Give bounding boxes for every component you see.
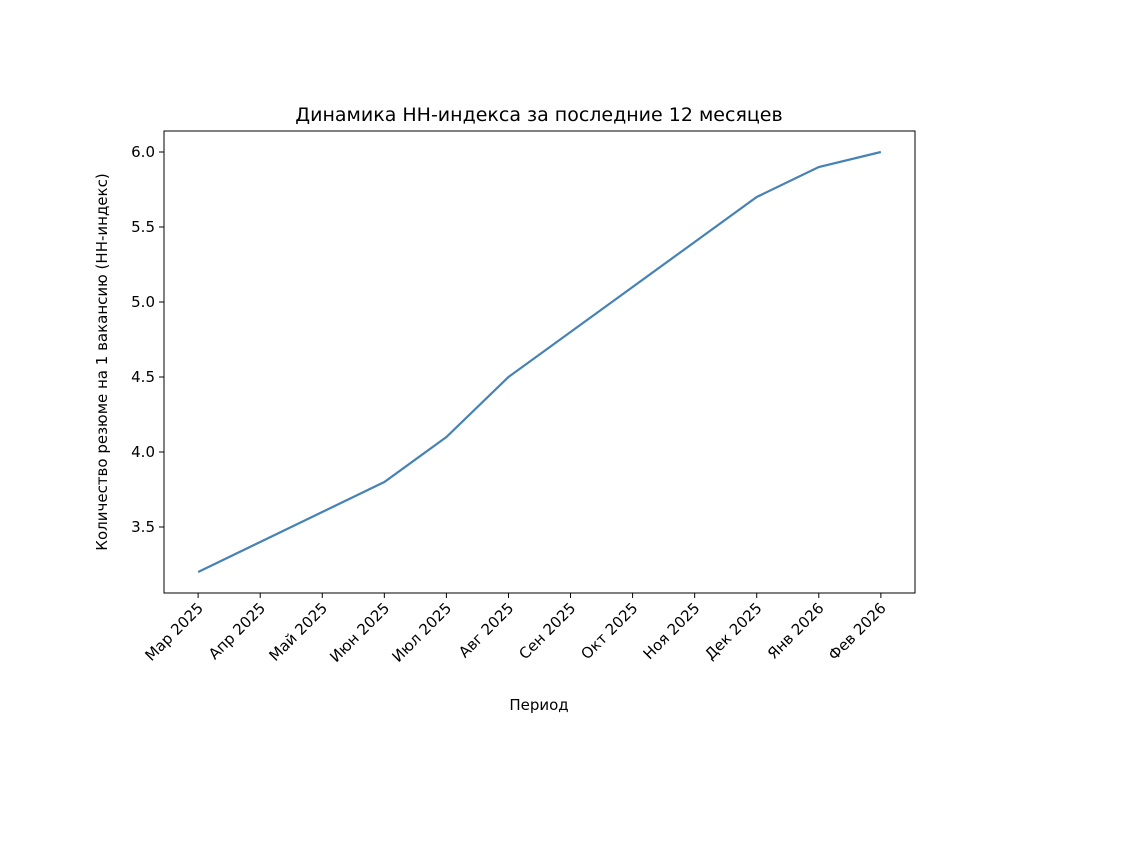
x-tick-label: Ноя 2025 <box>640 599 704 663</box>
x-tick-label: Фев 2026 <box>825 599 890 664</box>
x-tick-label: Окт 2025 <box>577 599 641 663</box>
y-tick-label: 3.5 <box>131 518 155 536</box>
y-tick-label: 5.5 <box>131 218 155 236</box>
x-tick-label: Июл 2025 <box>388 599 455 666</box>
y-tick-label: 4.5 <box>131 368 155 386</box>
chart-title: Динамика HH-индекса за последние 12 меся… <box>295 104 782 126</box>
x-tick-label: Янв 2026 <box>764 599 828 663</box>
y-axis-label: Количество резюме на 1 вакансию (HH-инде… <box>93 173 111 550</box>
x-tick-label: Сен 2025 <box>515 599 579 663</box>
y-tick-label: 5.0 <box>131 293 155 311</box>
y-tick-label: 6.0 <box>131 143 155 161</box>
line-series <box>197 150 882 573</box>
x-tick-label: Июн 2025 <box>326 599 393 666</box>
x-tick-label: Авг 2025 <box>455 599 517 661</box>
x-tick-label: Дек 2025 <box>701 599 765 663</box>
x-axis-label: Период <box>509 696 568 714</box>
y-tick-label: 4.0 <box>131 443 155 461</box>
x-tick-label: Апр 2025 <box>205 599 269 663</box>
x-tick-label: Май 2025 <box>265 599 331 665</box>
axes-frame <box>163 130 916 594</box>
x-tick-label: Мар 2025 <box>141 599 206 664</box>
